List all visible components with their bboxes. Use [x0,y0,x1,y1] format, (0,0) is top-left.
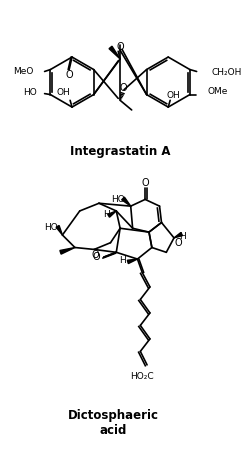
Text: HO: HO [111,195,125,204]
Text: O: O [175,238,182,248]
Polygon shape [109,46,120,59]
Text: Integrastatin A: Integrastatin A [70,145,170,158]
Polygon shape [108,211,116,217]
Polygon shape [127,259,138,264]
Text: Dictosphaeric
acid: Dictosphaeric acid [68,408,159,437]
Text: O: O [65,70,73,80]
Text: O: O [119,83,127,93]
Text: OH: OH [166,91,180,100]
Text: H: H [179,233,186,242]
Text: CH₂OH: CH₂OH [211,68,242,77]
Polygon shape [56,226,62,235]
Text: HO: HO [23,88,37,97]
Text: O: O [141,178,149,188]
Text: H: H [103,210,110,219]
Text: OMe: OMe [207,87,228,96]
Text: HO₂C: HO₂C [130,372,154,381]
Text: O: O [92,252,100,262]
Text: MeO: MeO [13,67,33,76]
Text: OH: OH [56,88,70,97]
Text: H: H [119,257,126,266]
Text: O: O [91,250,99,260]
Polygon shape [174,233,182,238]
Text: HO: HO [44,223,58,232]
Polygon shape [122,197,131,206]
Polygon shape [60,248,75,254]
Text: O: O [116,42,124,53]
